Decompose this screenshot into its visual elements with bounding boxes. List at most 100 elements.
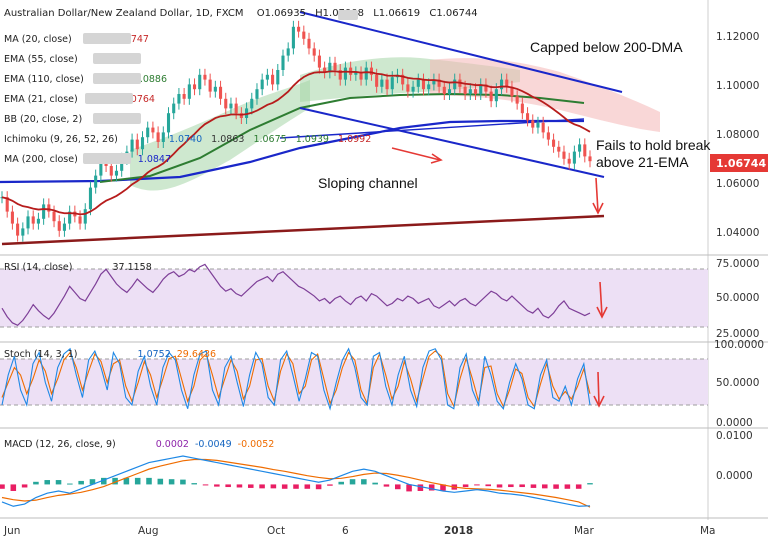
price-pane[interactable]: [0, 11, 660, 246]
candle: [42, 204, 46, 219]
stoch-d-value: 29.6436: [177, 349, 216, 360]
price-tick-1: 1.10000: [716, 80, 759, 92]
candle: [557, 146, 561, 152]
legend-ma20: MA (20, close): [4, 34, 72, 45]
candle: [88, 187, 93, 210]
candle: [114, 170, 119, 176]
ohlc-close: 1.06744: [436, 8, 477, 19]
rsi-label: RSI (14, close): [4, 262, 72, 273]
svg-text:Australian Dollar/New Zealand: Australian Dollar/New Zealand Dollar, 1D…: [4, 8, 478, 19]
candle: [526, 113, 530, 121]
candle: [297, 26, 301, 32]
macd-hist-bar: [587, 483, 593, 485]
macd-hist-bar: [214, 484, 220, 487]
candle: [151, 127, 155, 133]
ichimoku-cloud-red: [430, 58, 660, 132]
macd-pane[interactable]: MACD (12, 26, close, 9) 0.0002 -0.0049 -0.0…: [0, 430, 753, 508]
macd-hist-bar: [134, 477, 141, 485]
macd-hist-bar: [270, 484, 277, 489]
macd-hist-bar: [293, 484, 299, 489]
annotation-channel: Sloping channel: [318, 175, 418, 191]
macd-hist-bar: [236, 484, 243, 488]
candle: [406, 84, 410, 92]
macd-hist-bar: [553, 484, 559, 489]
candle: [343, 67, 347, 80]
candle: [187, 84, 191, 99]
candle: [380, 79, 384, 87]
candle: [302, 31, 306, 39]
svg-text:EMA (110, close)1.0886: EMA (110, close) 1.0886: [4, 74, 167, 85]
rsi-line: [1, 263, 591, 326]
candle: [135, 139, 139, 150]
symbol-title: Australian Dollar/New Zealand Dollar, 1D…: [4, 8, 244, 19]
macd-hist-bar: [180, 479, 186, 485]
candle: [68, 211, 72, 224]
macd-val-2: -0.0052: [238, 439, 275, 450]
macd-hist-bar: [100, 477, 107, 485]
candle: [333, 62, 337, 70]
channel-upper-line[interactable]: [299, 11, 623, 93]
candle: [21, 228, 25, 236]
candle: [520, 103, 524, 114]
macd-hist-bar: [575, 484, 582, 489]
indicator-legend[interactable]: MA (20, close) 1.0747 EMA (55, close) EMA…: [4, 10, 371, 165]
macd-hist-bar: [67, 483, 73, 485]
stoch-pane[interactable]: Stoch (14, 3, 1) 1.0752 29.6436 100.0000 5…: [0, 339, 764, 429]
candle: [208, 79, 212, 92]
support-trendline[interactable]: [1, 214, 605, 246]
rsi-value: 37.1158: [112, 262, 151, 273]
macd-hist-bar: [44, 480, 51, 485]
stoch-tick-0: 100.0000: [714, 339, 764, 351]
price-tick-0: 1.12000: [716, 31, 759, 43]
last-price-label: 1.06744: [716, 157, 766, 170]
macd-hist-bar: [361, 479, 367, 485]
macd-hist-bar: [372, 482, 378, 485]
candle: [536, 122, 540, 128]
stoch-d-line: [1, 350, 591, 409]
macd-hist-bar: [338, 481, 345, 485]
macd-hist-bar: [541, 484, 548, 489]
legend-ema55: EMA (55, close): [4, 54, 78, 65]
candle: [166, 113, 171, 133]
price-tick-2: 1.08000: [716, 129, 759, 141]
candle: [473, 89, 478, 94]
candle: [260, 79, 264, 90]
chart-title: Australian Dollar/New Zealand Dollar, 1D…: [4, 8, 478, 19]
legend-controls[interactable]: [83, 10, 358, 164]
candle: [359, 72, 363, 80]
macd-hist-bar: [304, 484, 311, 489]
candle: [552, 139, 556, 147]
down-arrow-icon-stoch: [593, 371, 605, 408]
candle: [5, 197, 9, 212]
candle: [416, 79, 420, 87]
svg-text:EMA (21, close)1.0764: EMA (21, close) 1.0764: [4, 94, 155, 105]
price-tick-3: 1.06000: [716, 178, 759, 190]
candle: [94, 175, 98, 188]
legend-ichimoku: Ichimoku (9, 26, 52, 26): [4, 134, 118, 145]
rsi-pane[interactable]: RSI (14, close) 37.1158 75.0000 50.0000 2…: [0, 258, 759, 340]
macd-val-1: -0.0049: [195, 439, 232, 450]
candle: [219, 86, 223, 99]
time-axis[interactable]: Jun Aug Oct 6 2018 Mar Ma: [3, 525, 716, 537]
macd-line: [1, 455, 591, 507]
candle: [271, 74, 275, 85]
candle: [161, 132, 165, 142]
macd-hist-bar: [394, 484, 401, 490]
candle: [437, 79, 441, 87]
candle: [198, 74, 202, 90]
candle: [338, 70, 342, 80]
price-axis[interactable]: 1.12000 1.10000 1.08000 1.06000 1.04000 …: [710, 31, 768, 239]
channel-lower-line[interactable]: [299, 107, 605, 178]
candle: [401, 74, 405, 85]
candle: [510, 86, 514, 97]
candle: [369, 67, 373, 75]
macd-hist-bar: [247, 484, 254, 488]
svg-text:MACD (12, 26, close, 9)0.0002-: MACD (12, 26, close, 9) 0.0002 -0.0049 -0.0…: [4, 439, 274, 450]
macd-hist-bar: [21, 484, 28, 488]
candle: [323, 67, 327, 73]
candle: [78, 216, 82, 224]
x-tick-1: Aug: [138, 525, 159, 537]
ichimoku-cloud-green-early: [130, 80, 310, 191]
